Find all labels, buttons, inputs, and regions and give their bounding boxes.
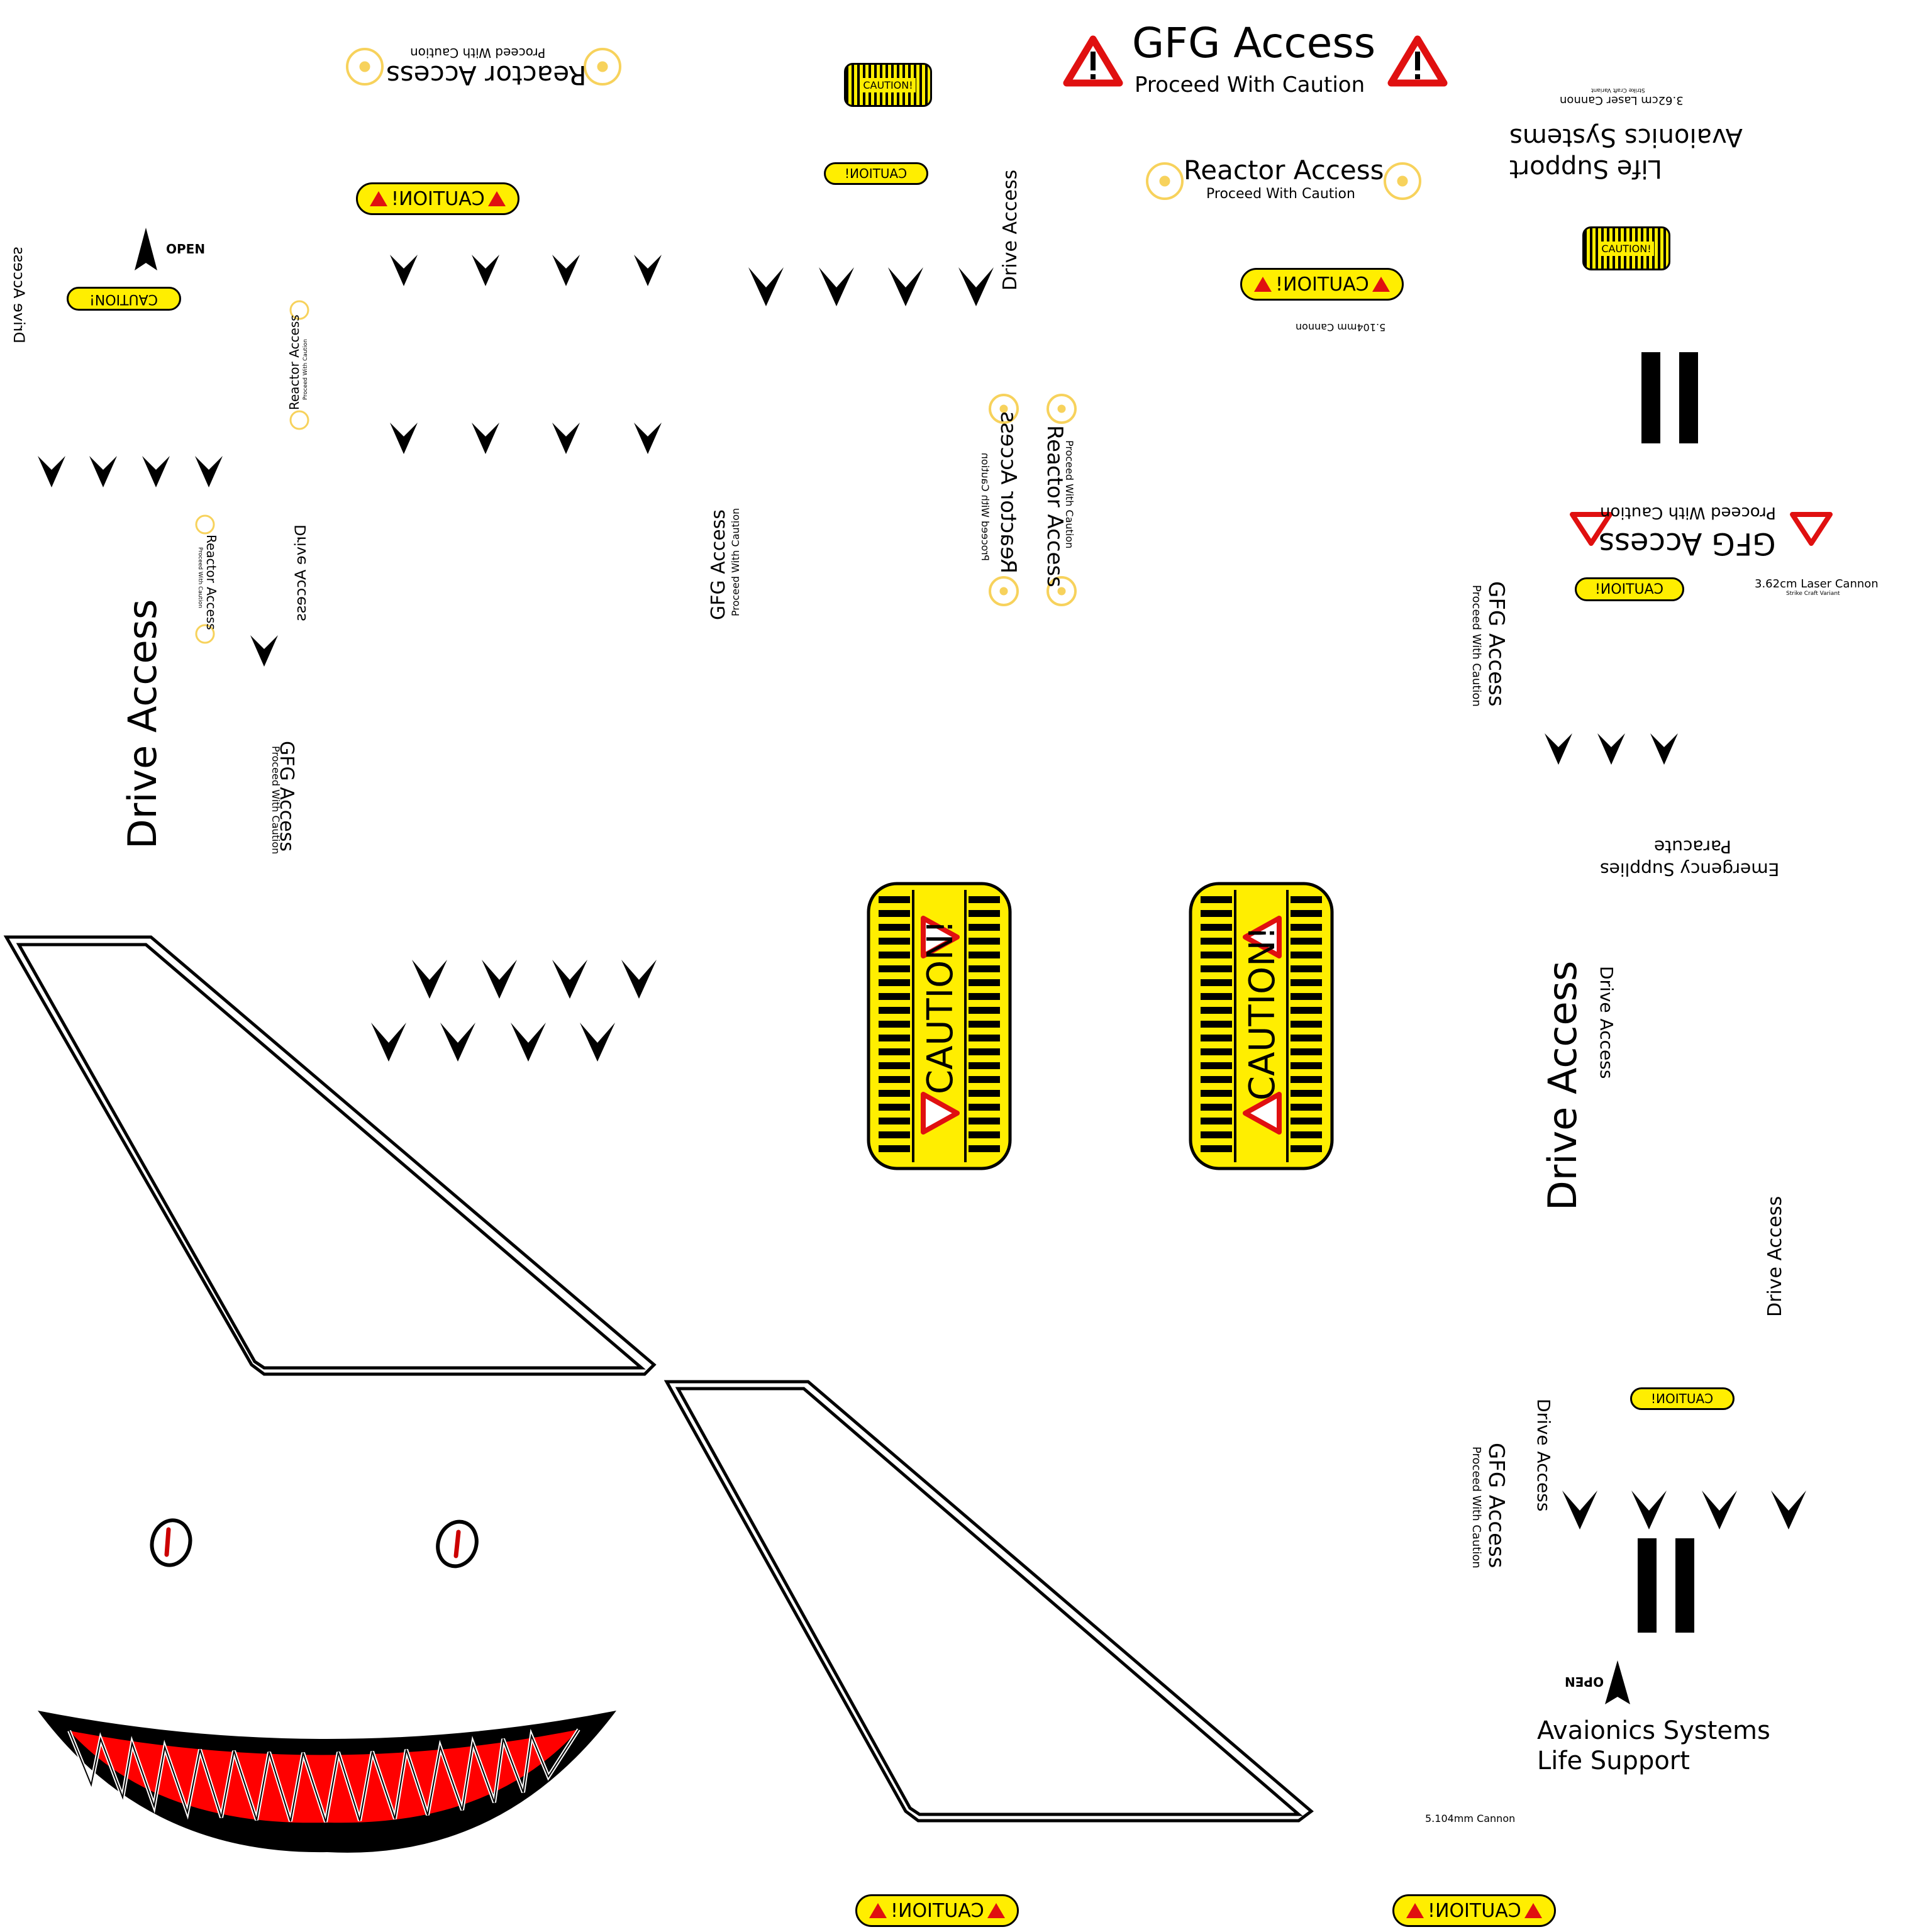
pause-bars-icon (1638, 352, 1698, 1633)
proceed-subtitle: Proceed With Caution (1470, 1446, 1483, 1568)
warning-triangle-icon (1253, 277, 1272, 292)
cannon-label: 5.104mm Cannon (1296, 321, 1386, 333)
caution-label: CAUTION! (89, 291, 158, 307)
gfg-access-label: GFG Access (1599, 526, 1776, 561)
caution-label: CAUTION! (845, 166, 908, 181)
caution-label: CAUTION! (890, 1899, 984, 1922)
proceed-subtitle: Proceed With Caution (1470, 585, 1483, 707)
proceed-subtitle: Proceed With Caution (979, 452, 991, 561)
drive-access-label: Drive Access (292, 525, 309, 621)
radiation-icon (195, 48, 1421, 644)
caution-label: CAUTION! (1595, 581, 1664, 597)
gfg-access-label: GFG Access (708, 509, 730, 620)
caution-plate-label: CAUTION! (920, 919, 961, 1094)
shark-mouth-icon (38, 1711, 616, 1853)
warning-triangle-icon (1091, 52, 1420, 79)
caution-label: CAUTION! (1427, 1899, 1521, 1922)
laser-cannon-label: 3.62cm Laser Cannon (1755, 577, 1879, 591)
proceed-subtitle: Proceed With Caution (1135, 72, 1365, 97)
gfg-access-title: GFG Access (1132, 19, 1376, 67)
warning-triangle-icon (1524, 1903, 1543, 1918)
warning-triangle-icon (1372, 277, 1391, 292)
drive-access-label: Drive Access (10, 247, 28, 343)
caution-label: CAUTION! (1275, 273, 1369, 296)
reactor-access-label: Reactor Access (386, 60, 587, 91)
caution-plate (867, 882, 1012, 1170)
caution-badge: CAUTION! (824, 162, 928, 185)
warning-triangle-icon (869, 1903, 887, 1918)
proceed-subtitle: Proceed With Caution (1206, 186, 1355, 202)
avionics-label: Avaionics Systems (1537, 1716, 1770, 1745)
caution-badge: CAUTION! (1575, 577, 1684, 601)
drive-access-label: Drive Access (1540, 960, 1585, 1211)
laser-cannon-label: 3.62cm Laser Cannon (1560, 94, 1684, 107)
caution-badge: CAUTION! (356, 182, 519, 215)
proceed-subtitle: Proceed With Caution (303, 339, 309, 400)
caution-badge: CAUTION! (1582, 226, 1670, 270)
warning-triangle-icon (369, 191, 387, 206)
reactor-access-label: Reactor Access (287, 314, 302, 410)
shark-eye-icon (436, 1519, 479, 1568)
caution-badge: CAUTION! (1392, 1894, 1556, 1927)
wing-fin-icon (3, 935, 657, 1376)
wing-fin-icon (663, 1380, 1314, 1823)
open-label: OPEN (166, 242, 206, 257)
proceed-subtitle: Proceed With Caution (410, 45, 546, 60)
proceed-subtitle: Proceed With Caution (270, 746, 282, 855)
cannon-label: 5.104mm Cannon (1425, 1813, 1516, 1824)
warning-triangle-icon (1406, 1903, 1424, 1918)
reactor-access-label: Reactor Access (1042, 425, 1067, 587)
shark-eye-icon (150, 1518, 192, 1567)
strike-variant-label: Strike Craft Variant (1591, 87, 1645, 93)
avionics-label: Avaionics Systems (1509, 123, 1743, 152)
drive-access-label: Drive Access (1596, 966, 1617, 1079)
caution-badge: CAUTION! (855, 1894, 1019, 1927)
paracute-label: Paracute (1654, 836, 1731, 857)
gfg-access-label: GFG Access (1484, 1443, 1509, 1568)
caution-plate (1189, 882, 1334, 1170)
open-arrow-icon (135, 228, 1630, 1704)
caution-badge: CAUTION! (67, 287, 181, 311)
drive-access-label: Drive Access (1533, 1399, 1554, 1512)
caution-plate-label: CAUTION! (1242, 926, 1283, 1101)
drive-access-label: Drive Access (119, 599, 165, 849)
drive-access-label: Drive Access (1764, 1196, 1786, 1317)
proceed-subtitle: Proceed With Caution (1600, 503, 1776, 522)
caution-badge: CAUTION! (1240, 268, 1404, 301)
proceed-subtitle: Proceed With Caution (197, 547, 203, 608)
drive-access-label: Drive Access (999, 169, 1021, 291)
caution-label: CAUTION! (860, 77, 916, 92)
open-label: OPEN (1565, 1674, 1604, 1689)
proceed-subtitle: Proceed With Caution (1063, 440, 1075, 549)
life-support-label: Life Support (1509, 154, 1662, 183)
caution-label: CAUTION! (1599, 241, 1654, 256)
caution-label: CAUTION! (1651, 1391, 1714, 1406)
warning-triangle-icon (1063, 35, 1833, 546)
warning-triangle-icon (488, 191, 506, 206)
proceed-subtitle: Proceed With Caution (730, 508, 741, 616)
emergency-supplies-label: Emergency Supplies (1600, 859, 1780, 880)
reactor-access-label: Reactor Access (1184, 155, 1384, 186)
gfg-access-label: GFG Access (1484, 581, 1509, 707)
life-support-label: Life Support (1537, 1746, 1690, 1775)
caution-badge: CAUTION! (844, 63, 932, 107)
strike-variant-label: Strike Craft Variant (1786, 591, 1840, 597)
reactor-access-label: Reactor Access (996, 411, 1021, 574)
caution-badge: CAUTION! (1630, 1387, 1735, 1410)
warning-triangle-icon (987, 1903, 1006, 1918)
caution-label: CAUTION! (391, 187, 485, 210)
reactor-access-label: Reactor Access (204, 535, 219, 630)
